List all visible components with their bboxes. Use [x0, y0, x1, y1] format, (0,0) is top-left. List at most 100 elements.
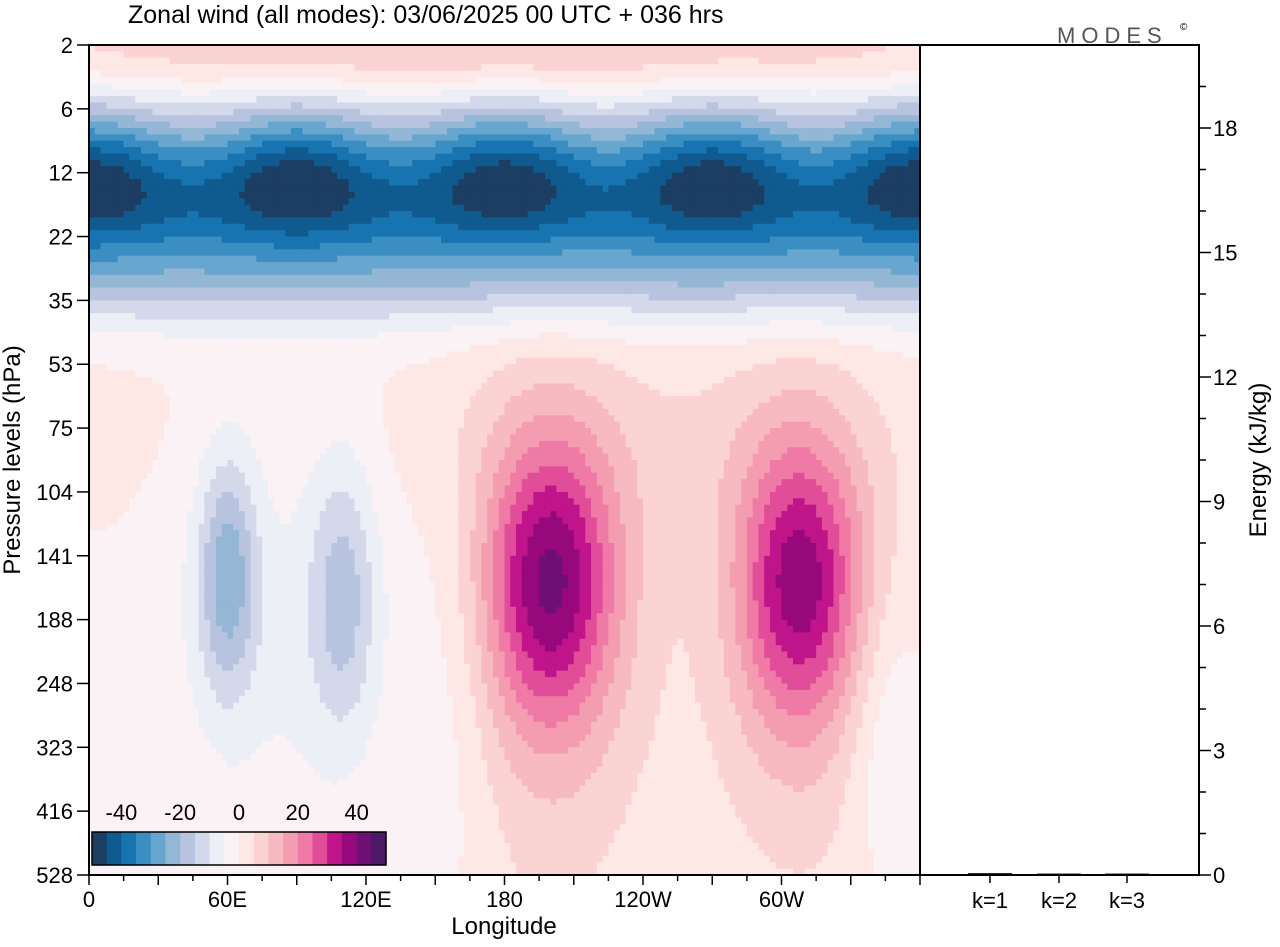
- heatmap-cell: [631, 51, 637, 58]
- heatmap-cell: [337, 96, 343, 103]
- heatmap-cell: [683, 141, 689, 148]
- heatmap-cell: [551, 262, 557, 269]
- heatmap-cell: [620, 185, 626, 192]
- heatmap-cell: [274, 217, 280, 224]
- heatmap-cell: [597, 249, 603, 256]
- heatmap-cell: [793, 179, 799, 186]
- heatmap-cell: [228, 45, 234, 52]
- heatmap-cell: [908, 154, 914, 161]
- heatmap-cell: [874, 64, 880, 71]
- heatmap-cell: [245, 160, 251, 167]
- heatmap-cell: [637, 224, 643, 231]
- heatmap-cell: [764, 160, 770, 167]
- heatmap-cell: [655, 249, 661, 256]
- heatmap-cell: [793, 237, 799, 244]
- heatmap-cell: [158, 147, 164, 154]
- heatmap-cell: [124, 45, 130, 52]
- heatmap-cell: [487, 217, 493, 224]
- heatmap-cell: [701, 64, 707, 71]
- heatmap-cell: [441, 217, 447, 224]
- heatmap-cell: [828, 205, 834, 212]
- heatmap-cell: [556, 90, 562, 97]
- heatmap-cell: [585, 166, 591, 173]
- heatmap-cell: [366, 205, 372, 212]
- heatmap-cell: [268, 205, 274, 212]
- heatmap-cell: [649, 160, 655, 167]
- heatmap-cell: [285, 141, 291, 148]
- heatmap-cell: [389, 45, 395, 52]
- heatmap-cell: [562, 51, 568, 58]
- heatmap-cell: [106, 96, 112, 103]
- heatmap-cell: [580, 205, 586, 212]
- heatmap-cell: [181, 249, 187, 256]
- heatmap-cell: [522, 166, 528, 173]
- heatmap-cell: [805, 173, 811, 180]
- heatmap-cell: [770, 166, 776, 173]
- heatmap-cell: [429, 211, 435, 218]
- heatmap-cell: [510, 179, 516, 186]
- heatmap-cell: [135, 262, 141, 269]
- heatmap-cell: [429, 249, 435, 256]
- heatmap-cell: [585, 230, 591, 237]
- heatmap-cell: [320, 115, 326, 122]
- heatmap-cell: [152, 51, 158, 58]
- heatmap-cell: [453, 64, 459, 71]
- heatmap-cell: [303, 141, 309, 148]
- heatmap-cell: [891, 51, 897, 58]
- heatmap-cell: [764, 173, 770, 180]
- heatmap-cell: [903, 185, 909, 192]
- heatmap-cell: [112, 147, 118, 154]
- heatmap-cell: [672, 147, 678, 154]
- heatmap-cell: [718, 115, 724, 122]
- heatmap-cell: [631, 71, 637, 78]
- heatmap-cell: [833, 83, 839, 90]
- heatmap-cell: [303, 58, 309, 65]
- heatmap-cell: [158, 205, 164, 212]
- heatmap-cell: [545, 134, 551, 141]
- heatmap-cell: [424, 154, 430, 161]
- heatmap-cell: [360, 160, 366, 167]
- heatmap-cell: [262, 192, 268, 199]
- heatmap-cell: [210, 256, 216, 263]
- heatmap-cell: [522, 243, 528, 250]
- heatmap-cell: [222, 205, 228, 212]
- heatmap-cell: [245, 243, 251, 250]
- heatmap-cell: [193, 64, 199, 71]
- heatmap-cell: [724, 256, 730, 263]
- heatmap-cell: [862, 147, 868, 154]
- heatmap-cell: [539, 58, 545, 65]
- logo-mark: ©: [1180, 22, 1188, 33]
- heatmap-cell: [597, 115, 603, 122]
- heatmap-cell: [631, 141, 637, 148]
- heatmap-cell: [424, 58, 430, 65]
- heatmap-cell: [124, 147, 130, 154]
- heatmap-cell: [874, 141, 880, 148]
- heatmap-cell: [868, 141, 874, 148]
- heatmap-cell: [181, 262, 187, 269]
- heatmap-cell: [464, 224, 470, 231]
- heatmap-cell: [666, 249, 672, 256]
- heatmap-cell: [868, 83, 874, 90]
- heatmap-cell: [470, 134, 476, 141]
- heatmap-cell: [741, 83, 747, 90]
- heatmap-cell: [429, 198, 435, 205]
- heatmap-cell: [147, 166, 153, 173]
- heatmap-cell: [701, 109, 707, 116]
- heatmap-cell: [106, 179, 112, 186]
- heatmap-cell: [129, 128, 135, 135]
- heatmap-cell: [591, 96, 597, 103]
- heatmap-cell: [481, 83, 487, 90]
- heatmap-cell: [476, 115, 482, 122]
- heatmap-cell: [222, 77, 228, 84]
- heatmap-cell: [499, 198, 505, 205]
- heatmap-cell: [349, 45, 355, 52]
- heatmap-cell: [770, 237, 776, 244]
- heatmap-cell: [326, 224, 332, 231]
- heatmap-cell: [331, 77, 337, 84]
- heatmap-cell: [268, 249, 274, 256]
- heatmap-cell: [631, 154, 637, 161]
- heatmap-cell: [124, 83, 130, 90]
- heatmap-cell: [493, 83, 499, 90]
- heatmap-cell: [435, 45, 441, 52]
- heatmap-cell: [706, 217, 712, 224]
